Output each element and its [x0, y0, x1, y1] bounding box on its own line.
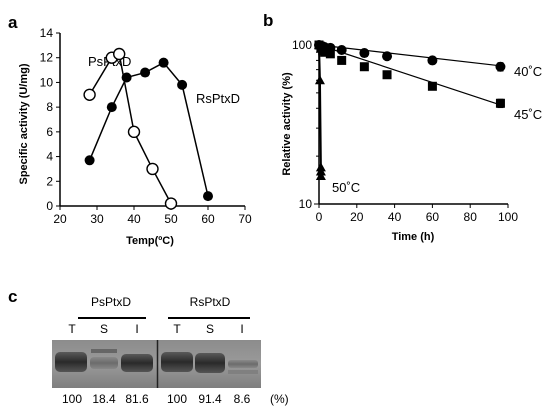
gel-band: [228, 360, 258, 368]
data-point-rsptxd: [106, 102, 117, 113]
panel-a-x-tick-label: 40: [127, 212, 141, 226]
panel-b-y-tick-label: 100: [292, 38, 312, 52]
panel-a-letter: a: [8, 13, 18, 32]
series-label-40c: 40˚C: [514, 64, 542, 79]
gel-percent-value: 8.6: [234, 392, 251, 406]
panel-a-y-tick-label: 10: [40, 75, 54, 89]
data-point-psptxd: [164, 197, 178, 210]
data-point-rsptxd: [177, 79, 188, 90]
data-point-45˚C: [359, 62, 369, 72]
data-point-40˚C: [382, 51, 393, 62]
gel-percent-unit: (%): [270, 392, 289, 406]
data-point-45˚C: [495, 98, 505, 108]
data-point-rsptxd: [158, 57, 169, 68]
data-point-50˚C: [314, 75, 325, 85]
panel-a-y-tick-label: 8: [46, 100, 53, 114]
gel-band: [55, 352, 87, 372]
series-label-rsptxd: RsPtxD: [196, 91, 240, 106]
data-point-45˚C: [325, 49, 335, 59]
data-point-45˚C: [427, 81, 437, 91]
data-point-rsptxd: [203, 191, 213, 202]
sds-page-gel-panel: PsPtxD RsPtxD T S I T S I: [52, 295, 289, 406]
data-point-psptxd: [83, 88, 96, 101]
panel-b-x-tick-label: 100: [498, 210, 518, 224]
data-point-psptxd: [146, 162, 159, 176]
gel-percent-value: 18.4: [92, 392, 116, 406]
gel-band: [161, 352, 193, 372]
gel-lane-label: T: [68, 322, 76, 336]
gel-band: [228, 370, 258, 374]
data-point-rsptxd: [121, 72, 132, 83]
series-line-psptxd: [88, 52, 172, 204]
fit-line-40˚C: [318, 44, 501, 67]
panel-a-y-tick-label: 6: [46, 125, 53, 139]
data-point-rsptxd: [140, 67, 151, 78]
panel-b-x-tick-label: 20: [350, 210, 364, 224]
panel-a-y-tick-label: 14: [40, 26, 54, 40]
gel-band: [121, 354, 153, 372]
panel-a-x-tick-label: 20: [53, 212, 67, 226]
data-point-40˚C: [336, 45, 347, 56]
gel-lane-label: S: [206, 322, 214, 336]
gel-group-label-rsptxd: RsPtxD: [190, 295, 231, 309]
data-point-40˚C: [495, 61, 506, 72]
gel-percent-value: 100: [62, 392, 82, 406]
fit-line-45˚C: [318, 44, 501, 106]
panel-b-x-tick-label: 80: [464, 210, 478, 224]
panel-a-y-tick-label: 2: [46, 174, 53, 188]
gel-lane-label: T: [173, 322, 181, 336]
gel-percent-value: 81.6: [125, 392, 149, 406]
panel-b-y-tick-label: 10: [299, 197, 313, 211]
data-point-45˚C: [320, 47, 330, 57]
panel-a-y-tick-label: 12: [40, 51, 54, 65]
panel-b-x-tick-label: 60: [426, 210, 440, 224]
panel-a-x-tick-label: 60: [201, 212, 215, 226]
panel-a-x-tick-label: 70: [238, 212, 252, 226]
panel-a-x-axis-title: Temp(ºC): [126, 235, 174, 247]
series-line-rsptxd: [88, 61, 209, 197]
panel-c-letter: c: [8, 287, 17, 306]
gel-lane-label: S: [100, 322, 108, 336]
series-label-45c: 45˚C: [514, 107, 542, 122]
gel-lane-label: I: [135, 322, 138, 336]
temperature-activity-chart: Specific activity (U/mg) Temp(ºC) PsPtxD…: [18, 26, 252, 247]
thermostability-chart: Relative activity (%) Time (h) 40˚C 45˚C…: [281, 38, 542, 243]
gel-band: [91, 349, 117, 353]
gel-percent-value: 91.4: [198, 392, 222, 406]
panel-b-x-tick-label: 40: [388, 210, 402, 224]
data-point-psptxd: [112, 47, 126, 61]
panel-b-y-axis-title: Relative activity (%): [281, 72, 293, 176]
data-point-40˚C: [359, 48, 370, 59]
data-point-50˚C: [314, 40, 324, 49]
panel-b-x-tick-label: 0: [316, 210, 323, 224]
panel-b-letter: b: [263, 11, 273, 30]
gel-group-label-psptxd: PsPtxD: [91, 295, 131, 309]
panel-a-y-tick-label: 4: [46, 150, 53, 164]
data-point-psptxd: [127, 125, 141, 139]
data-point-50˚C: [315, 171, 326, 181]
panel-a-y-axis-title: Specific activity (U/mg): [18, 63, 30, 184]
gel-lane-label: I: [240, 322, 243, 336]
panel-a-y-tick-label: 0: [46, 199, 53, 213]
data-point-45˚C: [382, 70, 392, 80]
data-point-rsptxd: [84, 155, 95, 166]
gel-percent-value: 100: [167, 392, 187, 406]
panel-b-x-axis-title: Time (h): [392, 231, 435, 243]
gel-band: [195, 353, 225, 373]
data-point-40˚C: [427, 55, 438, 66]
series-label-50c: 50˚C: [332, 180, 360, 195]
data-point-45˚C: [337, 55, 347, 65]
gel-band: [90, 357, 118, 369]
panel-a-x-tick-label: 30: [90, 212, 104, 226]
panel-a-x-tick-label: 50: [164, 212, 178, 226]
